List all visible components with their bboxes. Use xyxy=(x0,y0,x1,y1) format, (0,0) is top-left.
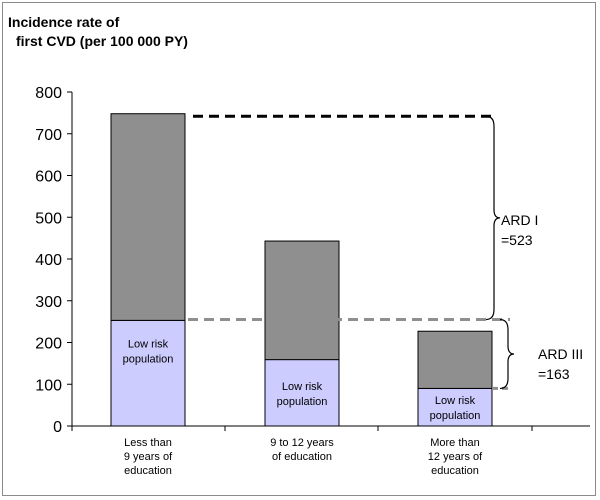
bar-segment-low-risk xyxy=(264,359,340,427)
bar-segment-label: Low risk xyxy=(128,338,169,350)
bar-segment-label: population xyxy=(430,410,481,422)
y-tick-label: 300 xyxy=(35,294,62,311)
bar-segment-label: Low risk xyxy=(282,381,323,393)
x-category-label: 9 years of xyxy=(124,451,173,463)
x-category-label: Less than xyxy=(124,437,172,449)
y-tick-label: 700 xyxy=(35,127,62,144)
y-axis-title-line-2: first CVD (per 100 000 PY) xyxy=(16,33,188,49)
y-tick-label: 600 xyxy=(35,169,62,186)
y-tick-label: 500 xyxy=(35,210,62,227)
bar-segment-excess xyxy=(417,330,493,389)
ard-i-annotation: =523 xyxy=(501,232,533,248)
y-tick-label: 800 xyxy=(35,85,62,102)
bar-segment-label: population xyxy=(277,396,328,408)
bar-segment-excess xyxy=(110,113,186,321)
y-tick-label: 100 xyxy=(35,377,62,394)
ard-iii-brace xyxy=(499,318,515,390)
ard-i-annotation: ARD I xyxy=(501,212,538,228)
ard-iii-annotation: =163 xyxy=(538,366,570,382)
y-tick-label: 0 xyxy=(53,419,62,436)
bar-segment-low-risk xyxy=(417,387,493,427)
chart-frame xyxy=(2,2,596,496)
bar-segment-excess xyxy=(264,240,340,361)
y-tick-label: 200 xyxy=(35,336,62,353)
y-tick-label: 400 xyxy=(35,252,62,269)
ard-iii-annotation: ARD III xyxy=(538,346,583,362)
x-category-label: 12 years of xyxy=(428,451,483,463)
y-axis-title-line-1: Incidence rate of xyxy=(8,14,120,30)
bar-segment-low-risk xyxy=(110,319,186,427)
ard-i-brace xyxy=(485,115,501,321)
x-category-label: 9 to 12 years xyxy=(270,437,334,449)
x-category-label: education xyxy=(124,465,172,477)
bar-segment-label: Low risk xyxy=(435,395,476,407)
bar-segment-label: population xyxy=(123,353,174,365)
x-category-label: More than xyxy=(430,437,480,449)
x-category-label: education xyxy=(431,465,479,477)
x-category-label: of education xyxy=(272,451,332,463)
